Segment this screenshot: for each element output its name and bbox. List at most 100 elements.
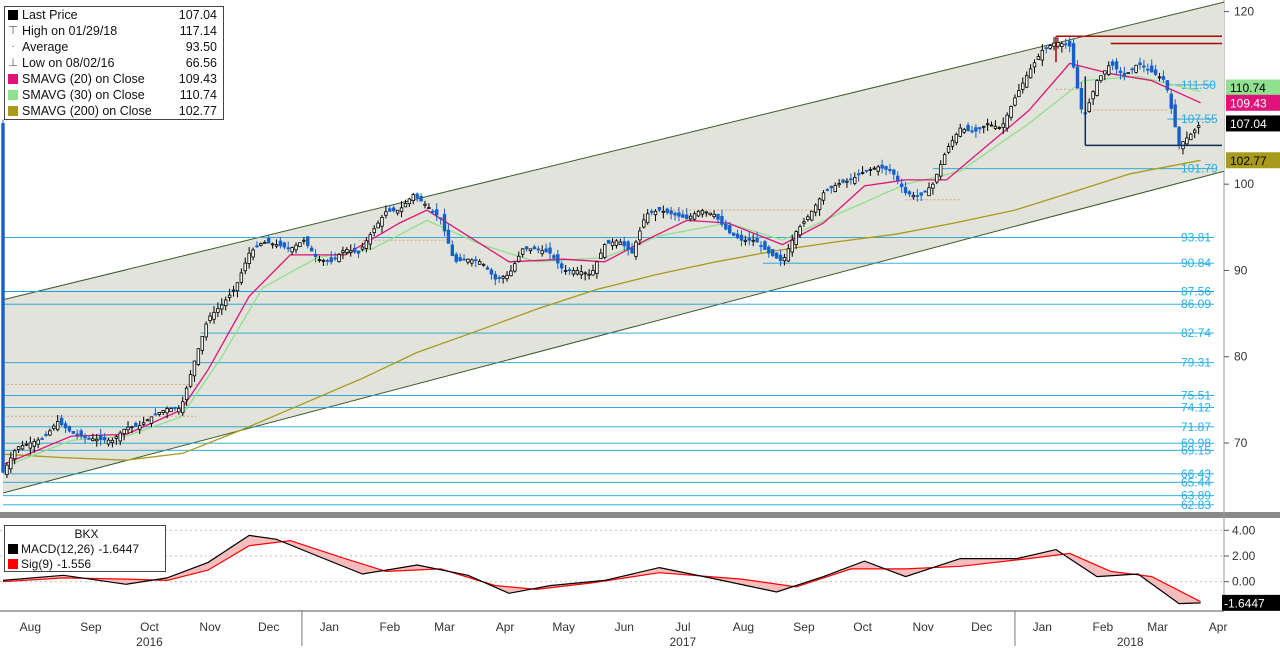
candle-body bbox=[997, 127, 1002, 129]
candle-body bbox=[903, 187, 908, 194]
candle-body bbox=[653, 210, 658, 216]
candle-body bbox=[489, 269, 494, 275]
macd-line bbox=[2, 534, 1201, 605]
candle-body bbox=[247, 252, 251, 264]
candle-body bbox=[774, 252, 779, 259]
candle-body bbox=[255, 245, 259, 248]
candle-body bbox=[829, 185, 834, 189]
candle-body bbox=[122, 428, 126, 434]
candle-body bbox=[587, 273, 591, 276]
legend-swatch bbox=[8, 10, 18, 20]
candle-body bbox=[1107, 65, 1111, 76]
x-month-label: Dec bbox=[971, 620, 992, 634]
candle-body bbox=[270, 243, 275, 246]
level-label: 79.31 bbox=[1181, 356, 1211, 370]
candle-body bbox=[153, 413, 158, 416]
level-label: 86.09 bbox=[1181, 297, 1211, 311]
candle-body bbox=[665, 208, 669, 213]
candle-body bbox=[1142, 65, 1146, 68]
candle-body bbox=[1048, 45, 1052, 49]
candle-body bbox=[36, 439, 40, 445]
candle-body bbox=[1071, 43, 1076, 68]
candle-body bbox=[333, 257, 337, 260]
candle-body bbox=[618, 241, 623, 245]
legend-label: Low on 08/02/16 bbox=[22, 56, 115, 70]
level-label: 69.98 bbox=[1181, 436, 1211, 450]
candle-body bbox=[1056, 42, 1060, 47]
candle-body bbox=[1146, 68, 1150, 71]
legend-row-sma20: SMAVG (20) on Close 109.43 bbox=[5, 71, 223, 87]
candle-body bbox=[278, 240, 283, 247]
candle-body bbox=[548, 247, 552, 254]
x-month-label: Sep bbox=[793, 620, 815, 634]
candle-body bbox=[845, 180, 849, 183]
candle-body bbox=[337, 254, 341, 263]
macd-y-tick-label: 4.00 bbox=[1232, 523, 1256, 537]
candle-body bbox=[145, 419, 150, 422]
candle-body bbox=[1005, 114, 1009, 129]
candle-body bbox=[638, 230, 642, 241]
candle-body bbox=[907, 191, 912, 195]
candle-body bbox=[1185, 137, 1189, 145]
level-label: 74.12 bbox=[1181, 400, 1211, 414]
candle-body bbox=[989, 124, 994, 127]
candle-body bbox=[1017, 90, 1021, 98]
candle-body bbox=[622, 241, 626, 247]
candle-body bbox=[954, 133, 959, 144]
candle-body bbox=[216, 308, 220, 313]
candle-body bbox=[720, 215, 724, 225]
macd-legend: BKX MACD(12,26) -1.6447 Sig(9) -1.556 bbox=[4, 525, 166, 572]
candle-body bbox=[1122, 72, 1127, 77]
candle-body bbox=[1165, 80, 1170, 91]
channel-upper-line bbox=[2, 1, 1225, 301]
candle-body bbox=[110, 439, 115, 444]
candle-body bbox=[610, 241, 615, 247]
candle-body bbox=[767, 246, 771, 254]
candle-body bbox=[415, 193, 419, 199]
candle-body bbox=[810, 210, 814, 221]
high-marker-icon: ⊤ bbox=[8, 25, 18, 37]
candle-body bbox=[1021, 82, 1025, 90]
x-month-label: Jan bbox=[320, 620, 339, 634]
candle-body bbox=[352, 247, 357, 253]
candle-body bbox=[599, 252, 603, 260]
candle-body bbox=[474, 259, 478, 262]
candle-body bbox=[173, 407, 177, 409]
candle-body bbox=[825, 189, 830, 191]
candle-body bbox=[966, 124, 970, 131]
candle-body bbox=[67, 426, 72, 432]
candle-body bbox=[692, 213, 697, 220]
candle-body bbox=[821, 192, 826, 201]
price-tag-label: 109.43 bbox=[1230, 96, 1267, 110]
average-marker-icon: · bbox=[11, 41, 15, 52]
legend-swatch bbox=[8, 90, 18, 100]
candle-body bbox=[524, 246, 529, 250]
level-label: 93.81 bbox=[1181, 231, 1211, 245]
candle-body bbox=[309, 247, 314, 252]
candle-body bbox=[1196, 125, 1201, 128]
legend-label: SMAVG (30) on Close bbox=[22, 88, 145, 102]
candle-body bbox=[673, 212, 677, 216]
candle-body bbox=[970, 130, 974, 133]
candle-body bbox=[739, 234, 744, 241]
candle-body bbox=[306, 236, 310, 247]
candle-body bbox=[1024, 75, 1029, 88]
legend-swatch bbox=[8, 543, 18, 554]
candle-body bbox=[395, 209, 400, 214]
candle-body bbox=[884, 166, 888, 170]
price-legend: Last Price 107.04 ⊤ High on 01/29/18 117… bbox=[4, 6, 224, 120]
candle-body bbox=[196, 348, 201, 366]
candle-body bbox=[567, 269, 572, 272]
candle-body bbox=[688, 215, 693, 220]
candle-body bbox=[1130, 68, 1134, 71]
price-tag-label: 110.74 bbox=[1230, 81, 1266, 95]
candle-body bbox=[380, 217, 384, 227]
candle-body bbox=[544, 248, 548, 253]
candle-body bbox=[532, 246, 537, 250]
candle-body bbox=[79, 430, 83, 437]
candle-body bbox=[434, 209, 439, 216]
candle-body bbox=[477, 261, 482, 265]
candle-body bbox=[95, 438, 99, 442]
candle-body bbox=[1134, 64, 1138, 73]
candle-body bbox=[591, 270, 595, 276]
